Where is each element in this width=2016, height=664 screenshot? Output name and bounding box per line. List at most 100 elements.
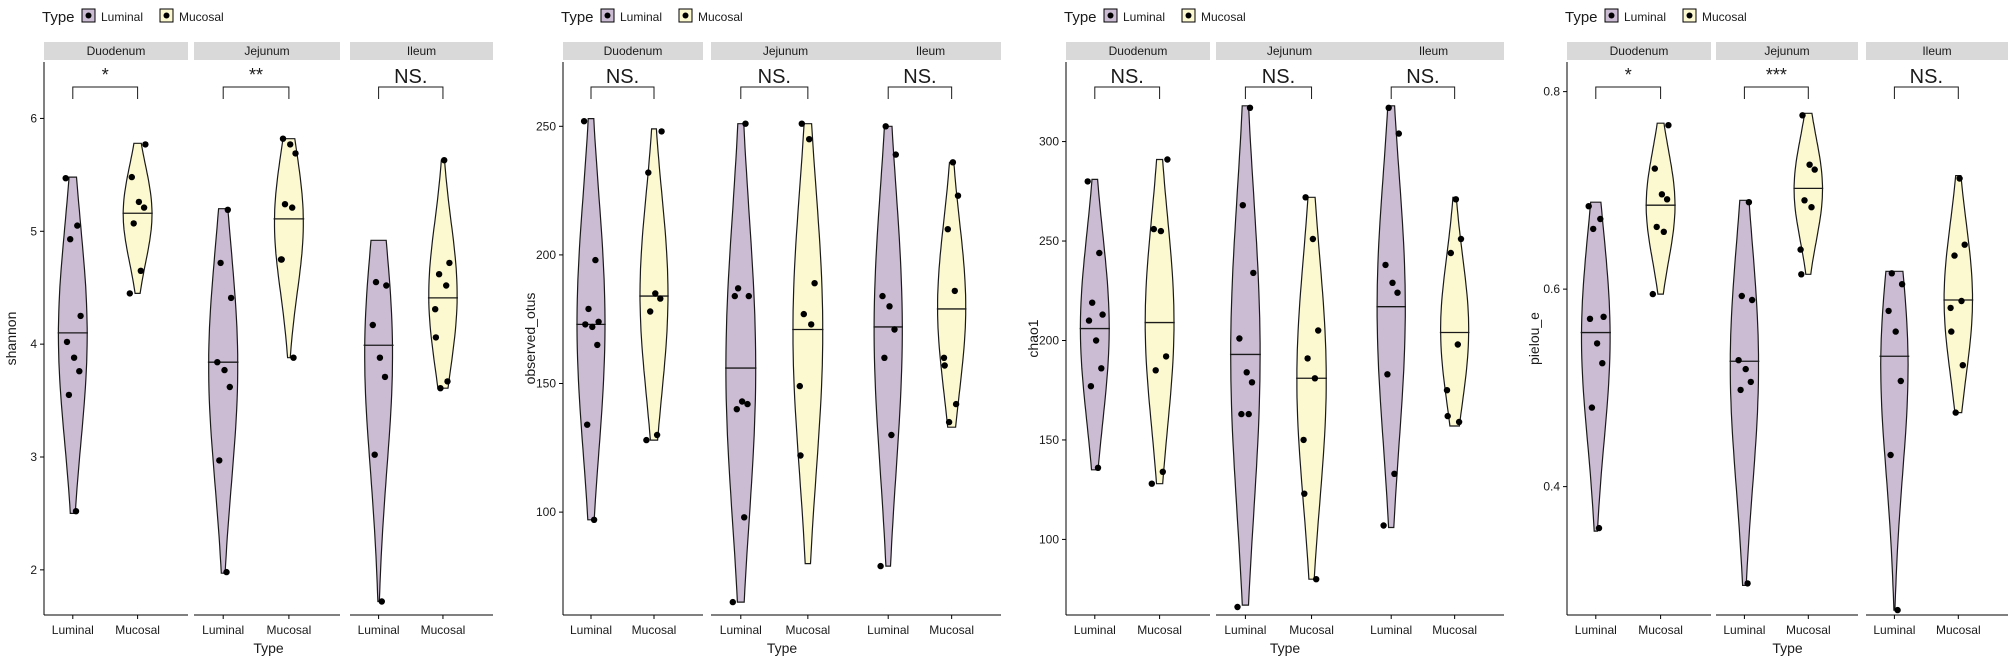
chart-panel-observed_otus: Type Luminal Mucosal 100 150 200 250 observed_o… (522, 8, 1001, 656)
data-point (1600, 313, 1607, 320)
data-point (1250, 269, 1257, 277)
data-point (1885, 307, 1892, 315)
bracket-line (740, 86, 809, 99)
data-point (126, 290, 133, 297)
data-point (1443, 387, 1451, 394)
data-point (1391, 470, 1398, 477)
data-point (1315, 327, 1322, 334)
x-tick-label: Luminal (1370, 623, 1412, 637)
data-point (734, 285, 742, 292)
data-point (1394, 289, 1401, 296)
facet-strip (1866, 42, 2008, 60)
data-point (1234, 603, 1241, 611)
data-point (589, 323, 596, 331)
violin-shape (725, 123, 757, 603)
x-tick-label: Mucosal (421, 623, 466, 637)
violin-group-luminal (363, 239, 394, 605)
data-point (1162, 353, 1170, 360)
facet-strip (1216, 42, 1363, 60)
data-point (594, 341, 601, 349)
data-point (592, 256, 599, 264)
significance-label: * (102, 65, 109, 85)
legend-title: Type (42, 9, 75, 26)
violin-group-luminal (207, 206, 239, 576)
data-point (888, 431, 895, 439)
data-point (1096, 249, 1103, 257)
violin-group-mucosal (1793, 112, 1824, 278)
data-point (140, 204, 148, 211)
violin-shape (1645, 122, 1676, 295)
significance-bracket: *** (1743, 65, 1809, 99)
data-point (1595, 524, 1603, 532)
x-tick-label: Mucosal (1289, 623, 1334, 637)
data-point (944, 226, 951, 233)
violin-shape (576, 118, 606, 521)
facet-duodenum: Duodenum Luminal Mucosal NS. (1066, 42, 1210, 637)
data-point (290, 354, 297, 361)
data-point (1956, 175, 1963, 182)
data-point (1651, 165, 1659, 172)
data-point (658, 128, 665, 135)
data-point (1961, 241, 1968, 248)
legend-key-dot (85, 12, 92, 19)
significance-label: ** (249, 65, 263, 85)
data-point (224, 206, 231, 213)
violin-shape (364, 239, 394, 603)
data-point (1747, 378, 1755, 386)
data-point (892, 151, 899, 158)
data-point (1245, 410, 1252, 418)
data-point (1948, 328, 1955, 335)
data-point (585, 305, 592, 313)
y-tick-label: 100 (536, 505, 556, 519)
y-tick-label: 2 (30, 563, 37, 577)
violin-group-luminal (1580, 201, 1611, 532)
x-tick-label: Mucosal (1432, 623, 1477, 637)
violin-group-mucosal (792, 120, 824, 565)
data-point (1304, 355, 1311, 362)
violin-shape (937, 161, 967, 428)
data-point (292, 150, 299, 157)
violin-group-luminal (1376, 104, 1407, 529)
data-point (886, 303, 893, 310)
data-point (1799, 112, 1806, 119)
facet-strip-label: Ileum (407, 44, 436, 58)
data-point (1302, 194, 1309, 201)
significance-bracket: NS. (740, 66, 809, 99)
x-axis-title: Type (1772, 640, 1803, 656)
data-point (580, 118, 588, 125)
significance-bracket: ** (222, 65, 290, 99)
significance-bracket: NS. (378, 66, 444, 99)
violin-group-luminal (57, 175, 88, 515)
violin-group-luminal (1879, 270, 1910, 614)
facet-strip-label: Jejunum (1764, 44, 1809, 58)
data-point (940, 354, 948, 361)
y-tick-label: 150 (536, 377, 556, 391)
x-tick-label: Luminal (1723, 623, 1765, 637)
facet-strip-label: Jejunum (1267, 44, 1312, 58)
y-tick-label: 250 (1039, 234, 1059, 248)
data-point (652, 290, 659, 297)
data-point (1951, 252, 1958, 259)
data-point (1087, 383, 1095, 390)
data-point (381, 373, 389, 381)
facet-strip-label: Jejunum (244, 44, 289, 58)
data-point (1238, 410, 1245, 418)
violin-shape (1580, 201, 1611, 532)
bracket-line (1244, 86, 1313, 99)
data-point (287, 141, 294, 148)
data-point (731, 292, 738, 300)
data-point (1597, 215, 1604, 223)
x-tick-label: Mucosal (632, 623, 677, 637)
facet-ileum: Ileum Luminal Mucosal NS. (1866, 42, 2008, 637)
x-tick-label: Mucosal (786, 623, 831, 637)
data-point (130, 220, 137, 227)
data-point (1248, 379, 1256, 386)
y-tick-label: 5 (30, 224, 37, 238)
y-tick-label: 100 (1039, 532, 1059, 546)
violin-group-luminal (873, 123, 904, 570)
facet-strip (1716, 42, 1858, 60)
data-point (1658, 191, 1666, 198)
violin-group-mucosal (1439, 196, 1470, 427)
facet-duodenum: Duodenum Luminal Mucosal NS. (563, 42, 703, 637)
